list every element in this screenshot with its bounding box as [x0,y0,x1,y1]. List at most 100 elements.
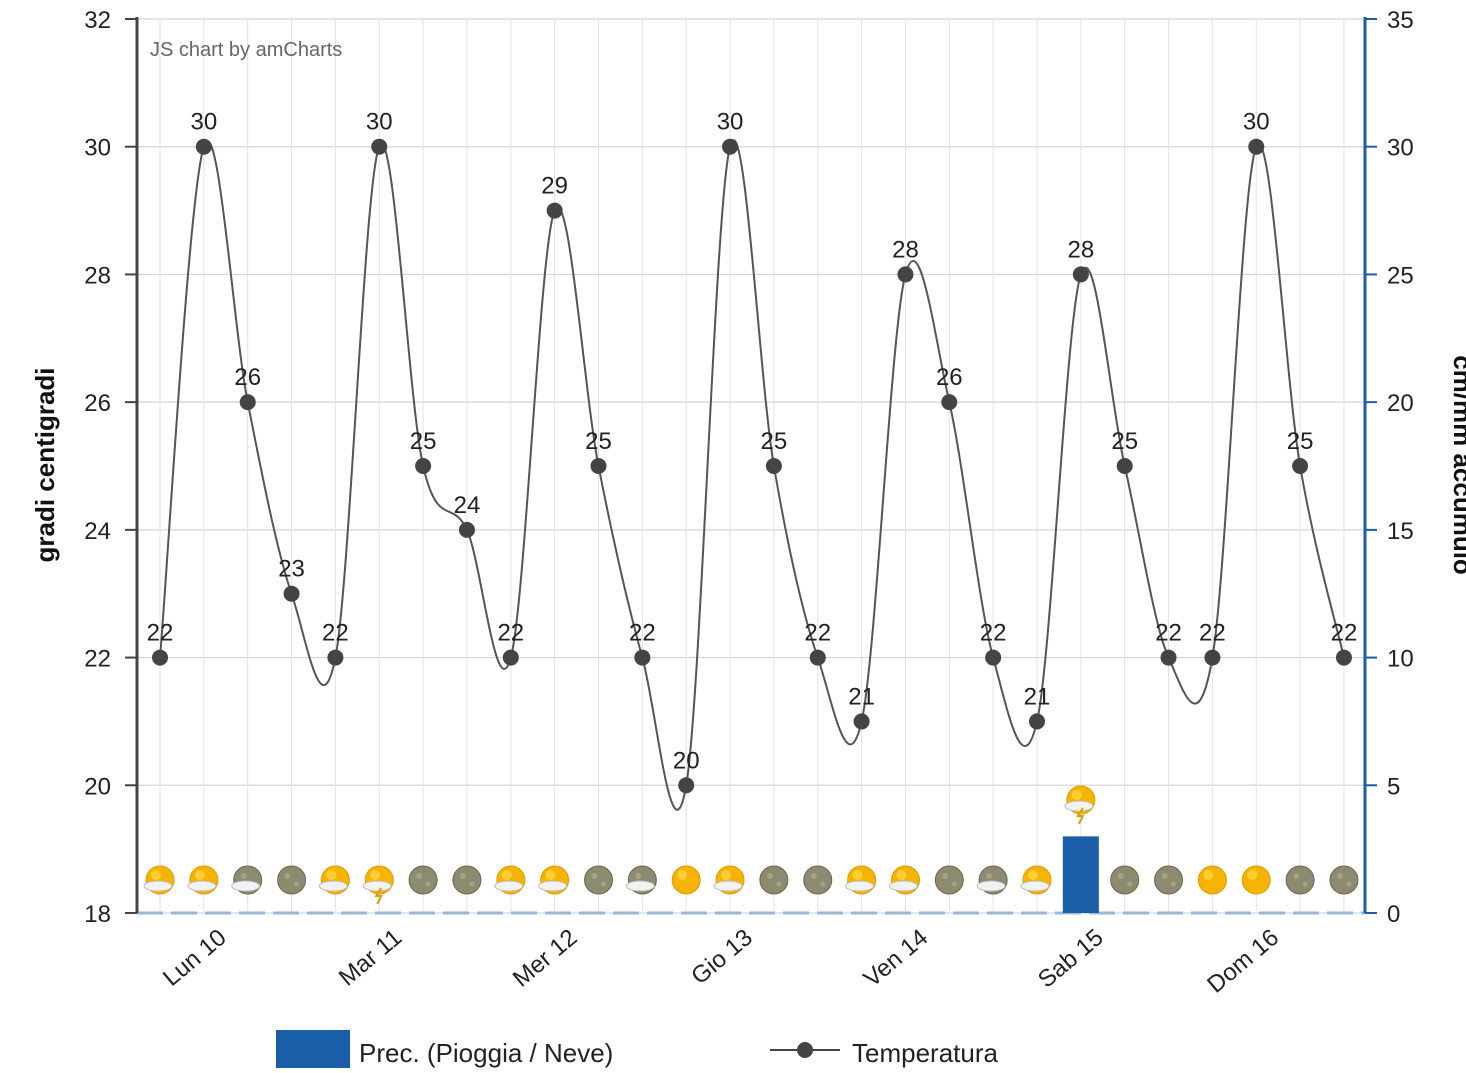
precipitation-columns [1062,836,1099,913]
axes: 18 20 22 24 26 28 30 32 0 5 10 15 20 25 30 35 Lun 10 Mar … [84,7,1413,999]
temperature-label: 30 [190,109,217,136]
temperature-point[interactable] [458,521,475,538]
temperature-point[interactable] [1072,266,1089,283]
moon-icon [1110,865,1140,895]
moon-cloud-icon [231,865,263,895]
temperature-point[interactable] [634,649,651,666]
temperature-point[interactable] [283,585,300,602]
temperature-label: 22 [1155,620,1182,647]
moon-icon [277,865,307,895]
temperature-label: 29 [541,173,568,200]
temperature-label: 28 [1067,236,1094,263]
legend-precipitation-label[interactable]: Prec. (Pioggia / Neve) [359,1038,613,1068]
y-tick-left-label: 18 [84,901,111,928]
temperature-point[interactable] [502,649,519,666]
moon-cloud-icon [625,865,657,895]
temperature-point[interactable] [195,138,212,155]
sun-icon [671,865,701,895]
y-tick-left-label: 22 [84,646,111,673]
legend-temperature-marker[interactable] [797,1042,813,1058]
temperature-point[interactable] [239,394,256,411]
temperature-point[interactable] [809,649,826,666]
temperature-point[interactable] [1335,649,1352,666]
moon-icon [803,865,833,895]
sun-icon [1197,865,1227,895]
temperature-point[interactable] [152,649,168,666]
sun-cloud-icon [845,865,877,895]
y-tick-right-label: 35 [1387,7,1414,34]
y-tick-left-label: 24 [84,518,111,545]
temperature-line [159,139,1345,811]
temperature-point[interactable] [1029,713,1045,730]
sun-cloud-icon [713,865,745,895]
sun-storm-icon [1064,785,1096,825]
temperature-label: 30 [1243,109,1270,136]
temperature-point[interactable] [371,138,388,155]
temperature-point[interactable] [897,266,914,283]
y-axis-left-title: gradi centigradi [30,367,60,562]
temperature-label: 26 [936,364,963,391]
temperature-label: 25 [1111,428,1138,455]
temperature-point[interactable] [722,138,739,155]
y-tick-left-label: 32 [84,7,111,34]
temperature-series: 22 30 26 23 22 30 25 24 22 29 25 22 20 30 25 22 21 28 26 22… [147,109,1357,811]
temperature-label: 25 [1287,428,1314,455]
moon-icon [759,865,789,895]
temperature-label: 25 [585,428,612,455]
temperature-point[interactable] [678,777,695,794]
temperature-label: 22 [497,620,524,647]
moon-icon [934,865,964,895]
temperature-point[interactable] [1248,138,1265,155]
temperature-point[interactable] [1116,458,1133,474]
moon-icon [1154,865,1184,895]
temperature-point[interactable] [941,394,958,411]
temperature-label: 22 [629,620,656,647]
sun-cloud-icon [494,865,526,895]
temperature-label: 22 [980,620,1007,647]
precipitation-bar[interactable] [1062,836,1099,913]
x-tick-label: Dom 16 [1202,924,1284,999]
moon-icon [584,865,613,895]
temperature-point[interactable] [327,649,344,666]
temperature-label: 22 [322,620,349,647]
x-tick-label: Lun 10 [158,924,232,992]
legend-temperature-label[interactable]: Temperatura [852,1038,998,1068]
moon-icon [1329,865,1359,895]
temperature-point[interactable] [546,202,563,219]
y-axis-right-title: cm/mm accumulo [1448,355,1466,575]
sun-icon [1241,865,1271,895]
x-tick-label: Mer 12 [508,924,583,993]
moon-icon [452,865,482,895]
temperature-point[interactable] [985,649,1002,666]
legend-precipitation-swatch[interactable] [276,1030,350,1068]
legend: Prec. (Pioggia / Neve) Temperatura [276,1030,998,1068]
temperature-point[interactable] [1292,458,1309,474]
sun-cloud-icon [187,865,219,895]
x-tick-label: Gio 13 [686,924,758,990]
y-tick-left-label: 30 [84,135,111,162]
temperature-label: 23 [278,556,305,583]
x-tick-label: Ven 14 [859,924,934,993]
temperature-label: 22 [147,620,174,647]
y-tick-left-label: 26 [84,390,111,417]
temperature-label: 22 [1199,620,1226,647]
temperature-point[interactable] [1204,649,1221,666]
x-tick-label: Mar 11 [334,924,407,992]
temperature-label: 30 [366,109,393,136]
temperature-point[interactable] [1160,649,1177,666]
temperature-point[interactable] [765,458,782,474]
sun-cloud-icon [1020,865,1052,895]
temperature-point[interactable] [415,458,432,474]
moon-icon [408,865,438,895]
y-tick-right-label: 25 [1387,262,1414,289]
temperature-label: 30 [717,109,744,136]
chart-credit[interactable]: JS chart by amCharts [150,39,342,61]
temperature-point[interactable] [590,458,607,474]
temperature-point[interactable] [853,713,870,730]
grid [137,18,1365,915]
temperature-label: 25 [410,428,437,455]
weather-icons [143,785,1359,905]
moon-icon [1285,865,1315,895]
